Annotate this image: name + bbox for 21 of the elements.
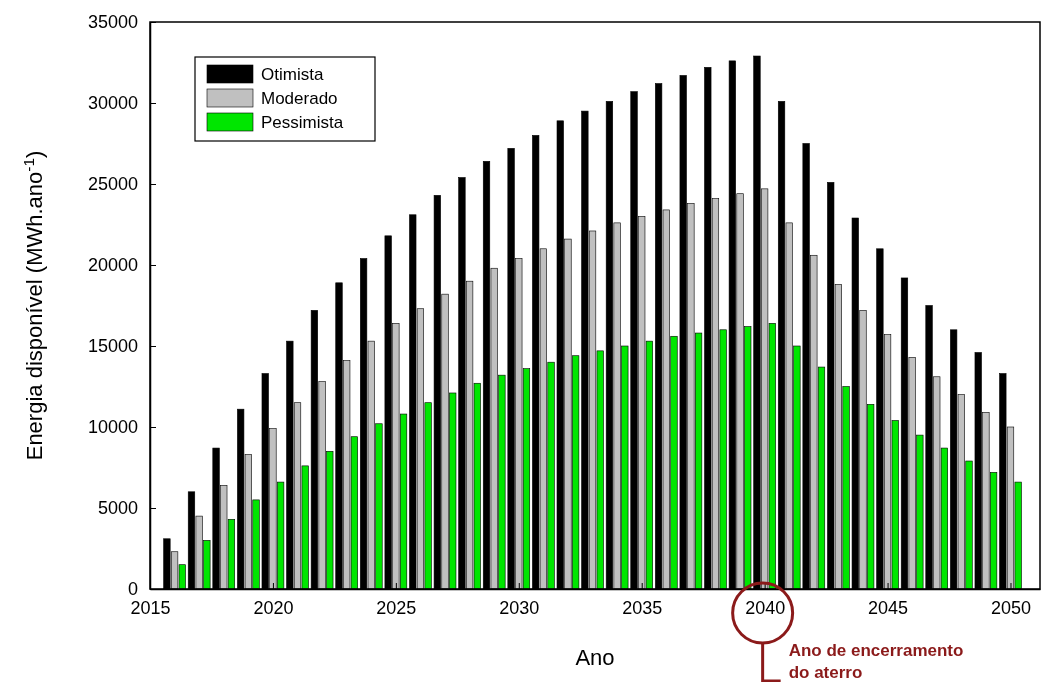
legend-label: Moderado [261, 89, 338, 108]
y-tick-label: 30000 [87, 93, 138, 114]
text: Ano de encerramento do aterro [788, 641, 964, 682]
y-tick-label: 10000 [87, 417, 138, 438]
y-tick-label: 15000 [87, 336, 138, 357]
legend-label: Otimista [261, 65, 324, 84]
x-tick-label: 2035 [622, 597, 663, 618]
x-tick-label: 2020 [253, 597, 294, 618]
y-tick-label: 25000 [87, 174, 138, 195]
x-tick-label: 2030 [499, 597, 540, 618]
y-tick-label: 35000 [87, 12, 138, 33]
x-tick-label: 2045 [868, 597, 909, 618]
y-tick-label: 0 [127, 579, 138, 600]
x-tick-label: 2050 [990, 597, 1032, 618]
legend-label: Pessimista [261, 113, 344, 132]
y-tick-label: 20000 [87, 255, 138, 276]
y-tick-label: 5000 [97, 498, 138, 519]
x-tick-label: 2015 [130, 597, 171, 618]
x-tick-label: 2025 [376, 597, 417, 618]
x-axis-title: Ano [575, 645, 615, 670]
x-tick-label: 2040 [745, 597, 786, 618]
